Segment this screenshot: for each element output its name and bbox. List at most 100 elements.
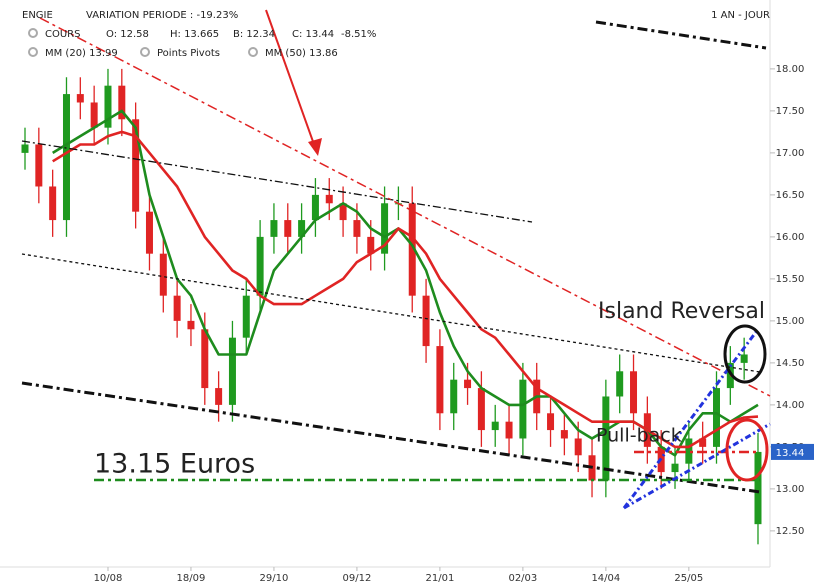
trend-line: [622, 331, 758, 509]
candle-body: [408, 203, 416, 296]
candle-body: [367, 236, 375, 254]
candle-body: [685, 438, 693, 464]
x-tick-label: 10/08: [94, 573, 123, 584]
trend-line: [595, 20, 767, 50]
annotation: 13.15 Euros: [94, 449, 255, 480]
candle-body: [602, 396, 610, 481]
candle-body: [450, 379, 458, 414]
trend-lines: [21, 9, 771, 510]
candle-body: [132, 119, 140, 212]
x-tick-label: 21/01: [425, 573, 454, 584]
y-tick-label: 18.00: [776, 64, 805, 75]
candle-body: [104, 85, 112, 128]
candle-body: [740, 354, 748, 363]
candle-body: [215, 388, 223, 405]
arrow-head: [308, 138, 322, 156]
candle-body: [298, 220, 306, 237]
x-tick-label: 02/03: [508, 573, 537, 584]
gear-icon[interactable]: [248, 47, 258, 57]
title: ENGIE: [22, 10, 53, 21]
candle-body: [311, 194, 319, 221]
legend-item: COURS: [45, 29, 80, 40]
x-tick-label: 14/04: [591, 573, 620, 584]
legend-item: -8.51%: [341, 29, 376, 40]
legend-item: C: 13.44: [292, 29, 334, 40]
candle-body: [464, 379, 472, 389]
candle-body: [256, 236, 264, 296]
y-tick-label: 14.50: [776, 358, 805, 369]
y-tick-label: 14.00: [776, 400, 805, 411]
candle-body: [145, 211, 153, 254]
legend-item: O: 12.58: [106, 29, 149, 40]
candle-body: [201, 329, 209, 389]
moving-average: [52, 130, 759, 449]
price-tag-label: 13.44: [776, 448, 805, 459]
x-tick-label: 09/12: [343, 573, 372, 584]
price-tag: [771, 443, 814, 460]
trend-line: [21, 381, 761, 494]
candle-body: [284, 220, 292, 237]
candle-body: [21, 144, 29, 153]
period: 1 AN - JOUR: [711, 10, 770, 21]
candle-body: [381, 203, 389, 254]
legend-item: B: 12.34: [233, 29, 275, 40]
candle-body: [630, 371, 638, 414]
candle-body: [519, 379, 527, 439]
candle-body: [187, 320, 195, 330]
y-tick-label: 16.00: [776, 232, 805, 243]
candle-body: [118, 85, 126, 120]
pullback-circle: [725, 418, 769, 482]
candle-body: [754, 451, 762, 525]
candle-body: [616, 371, 624, 397]
candle-body: [325, 194, 333, 204]
legend-item: MM (50) 13.86: [265, 48, 338, 59]
island-circle: [723, 324, 767, 384]
x-tick-label: 25/05: [674, 573, 703, 584]
candle-body: [242, 295, 250, 338]
candle-body: [339, 203, 347, 221]
trend-line: [21, 140, 533, 223]
candle-body: [547, 413, 555, 431]
candle-body: [671, 463, 679, 473]
candle-body: [228, 337, 236, 405]
candle-body: [62, 94, 70, 221]
candle-body: [505, 421, 513, 439]
candle-body: [560, 430, 568, 439]
gear-icon[interactable]: [28, 47, 38, 57]
trend-line: [623, 422, 771, 510]
legend-item: Points Pivots: [157, 48, 220, 59]
gear-icon[interactable]: [140, 47, 150, 57]
annotation: Pull-back: [596, 425, 682, 447]
x-tick-label: 29/10: [260, 573, 289, 584]
trend-line: [21, 253, 761, 373]
candle-body: [90, 102, 98, 128]
arrow: [265, 9, 317, 151]
candle-body: [574, 438, 582, 456]
candle-body: [713, 388, 720, 447]
y-tick-label: 15.50: [776, 274, 805, 285]
candle-body: [270, 220, 278, 237]
x-tick-label: 18/09: [177, 573, 206, 584]
candle-body: [436, 346, 444, 414]
gear-icon[interactable]: [28, 28, 38, 38]
legend-item: MM (20) 13.99: [45, 48, 118, 59]
subtitle: VARIATION PERIODE : -19.23%: [86, 10, 238, 21]
y-tick-label: 12.50: [776, 526, 805, 537]
y-tick-label: 16.50: [776, 190, 805, 201]
y-tick-label: 13.00: [776, 484, 805, 495]
candle-body: [353, 220, 361, 237]
candle-body: [173, 295, 181, 321]
candle-body: [422, 295, 430, 347]
y-tick-label: 17.50: [776, 106, 805, 117]
candle-body: [49, 186, 57, 221]
y-tick-label: 15.00: [776, 316, 805, 327]
annotation: Island Reversal: [598, 299, 765, 324]
candle-body: [76, 94, 84, 103]
candle-body: [159, 253, 167, 296]
candle-body: [699, 438, 707, 447]
y-tick-label: 17.00: [776, 148, 805, 159]
candle-body: [477, 388, 485, 431]
candle-body: [35, 144, 43, 187]
candle-body: [491, 421, 499, 431]
